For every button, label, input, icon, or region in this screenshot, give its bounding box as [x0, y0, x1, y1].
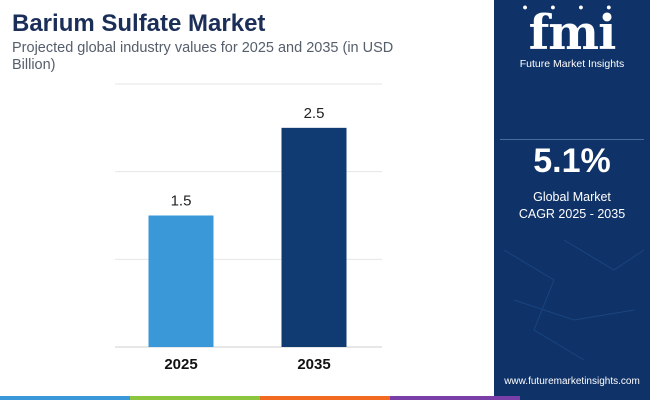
bottom-bar-segment [260, 396, 390, 400]
bottom-bar-segment [520, 396, 650, 400]
logo-name: Future Market Insights [519, 58, 625, 70]
website-link[interactable]: www.futuremarketinsights.com [504, 376, 640, 387]
logo-mark: fmi [528, 5, 617, 61]
cagr-label-line2: CAGR 2025 - 2035 [518, 207, 626, 221]
bottom-color-bar [0, 396, 650, 400]
divider [500, 139, 644, 140]
x-tick-label-2035: 2035 [297, 356, 330, 373]
bottom-bar-segment [130, 396, 260, 400]
logo-icons: ● ● ● ● [522, 2, 622, 12]
bar-2035 [281, 127, 347, 347]
chart-subtitle: Projected global industry values for 202… [12, 40, 394, 73]
bar-chart: 1.5 2025 2.5 2035 [115, 83, 382, 373]
cagr-label-line1: Global Market [533, 190, 611, 204]
cagr-label: Global Market CAGR 2025 - 2035 [494, 189, 650, 223]
cagr-value: 5.1% [533, 142, 611, 180]
fmi-logo: fmi Future Market Insights [494, 8, 650, 70]
data-label-2035: 2.5 [304, 105, 325, 122]
x-tick-label-2025: 2025 [164, 356, 197, 373]
sidebar-panel: ● ● ● ● fmi Future Market Insights 5.1% … [494, 0, 650, 400]
data-label-2025: 1.5 [171, 193, 192, 210]
bar-2025 [148, 215, 214, 347]
bottom-bar-segment [0, 396, 130, 400]
chart-title: Barium Sulfate Market [12, 10, 266, 37]
bottom-bar-segment [390, 396, 520, 400]
decorative-lines [503, 239, 645, 361]
